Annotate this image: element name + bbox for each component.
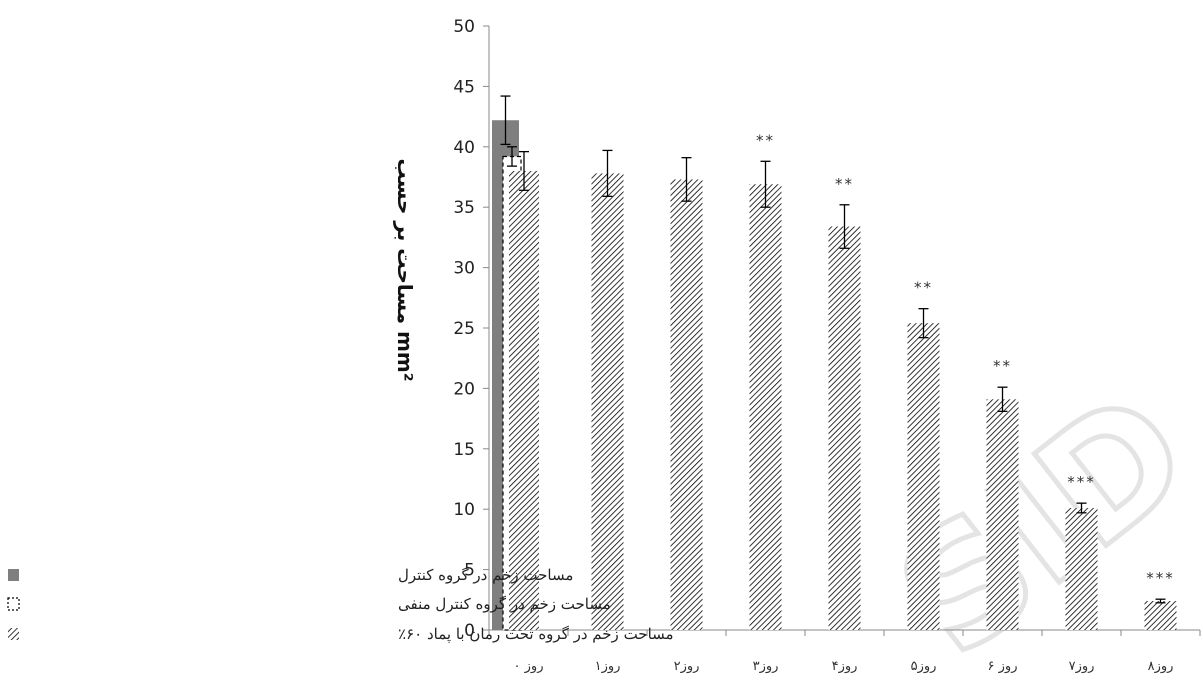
y-tick-label: 10 xyxy=(453,500,475,520)
y-tick-label: 25 xyxy=(453,319,475,339)
y-tick-label: 5 xyxy=(464,561,475,581)
y-axis-label: مساحت بر حسب mm² xyxy=(393,158,417,381)
legend-label: مساحت زخم در گروه کنترل منفی xyxy=(398,595,611,613)
x-category-label: روز ۶ xyxy=(988,659,1018,674)
legend: مساحت زخم در گروه کنترل مساحت زخم در گروه… xyxy=(7,566,674,643)
y-tick-label: 40 xyxy=(453,138,475,158)
x-category-label: روز۷ xyxy=(1069,659,1095,674)
bar-diagonal-hatch xyxy=(591,173,624,630)
x-category-label: روز۸ xyxy=(1148,659,1174,674)
x-category-label: روز ۰ xyxy=(514,659,544,674)
y-tick-label: 0 xyxy=(464,621,475,641)
y-tick-label: 30 xyxy=(453,259,475,279)
y-tick-label: 20 xyxy=(453,379,475,399)
y-tick-label: 45 xyxy=(453,77,475,97)
y-tick-label: 35 xyxy=(453,198,475,218)
significance-marker: *** xyxy=(1067,473,1096,491)
significance-marker: ** xyxy=(756,131,775,149)
x-category-label: روز۴ xyxy=(832,659,858,674)
significance-marker: ** xyxy=(914,279,933,297)
legend-swatch xyxy=(7,597,20,611)
bar-diagonal-hatch xyxy=(828,226,861,630)
x-category-label: روز۵ xyxy=(911,659,937,674)
x-category-label: روز۱ xyxy=(595,659,621,674)
legend-swatch xyxy=(8,569,19,581)
y-tick-label: 50 xyxy=(453,17,475,37)
plot-area: 0 5 10 15 20 25 30 35 40 45 50 روز ۰ روز۱ روز۲ روز۳ روز… xyxy=(393,17,1201,674)
y-tick-label: 15 xyxy=(453,440,475,460)
significance-marker: *** xyxy=(1146,569,1175,587)
legend-swatch xyxy=(8,628,19,640)
bar-diagonal-hatch xyxy=(907,323,940,630)
bar-diagonal-hatch xyxy=(509,170,539,630)
bar-diagonal-hatch xyxy=(986,399,1019,630)
significance-marker: ** xyxy=(993,357,1012,375)
bar-diagonal-hatch xyxy=(749,184,782,631)
bar-diagonal-hatch xyxy=(1065,507,1098,630)
x-category-label: روز۳ xyxy=(753,659,779,674)
bar-diagonal-hatch xyxy=(670,179,703,630)
x-category-label: روز۲ xyxy=(674,659,700,674)
significance-marker: ** xyxy=(835,175,854,193)
legend-label: مساحت زخم در گروه کنترل xyxy=(398,566,573,584)
legend-label: مساحت زخم در گروه تحت رمان با پماد ۶۰٪ xyxy=(398,625,674,643)
bar-diagonal-hatch xyxy=(1144,601,1177,630)
